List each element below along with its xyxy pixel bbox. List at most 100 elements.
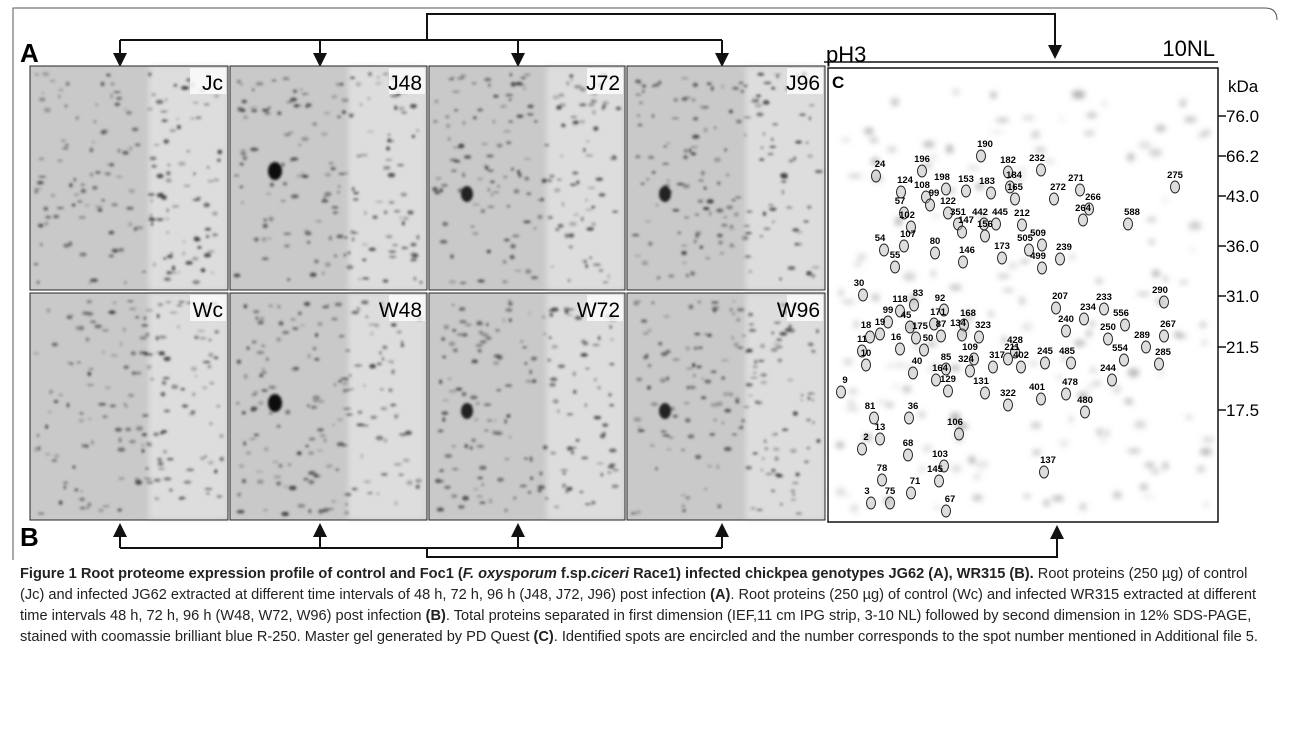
- gel-spot: [693, 346, 699, 350]
- spot-circle: [1010, 345, 1020, 359]
- gel-spot: [717, 504, 722, 509]
- spot-label: 124: [897, 175, 914, 186]
- gel-spot: [779, 331, 788, 336]
- spot-circle: [1075, 183, 1085, 197]
- gel-spot: [442, 417, 446, 422]
- gel-smear: [1071, 90, 1086, 99]
- gel-spot: [643, 332, 649, 335]
- gel-spot: [721, 223, 728, 227]
- gel-spot: [569, 183, 577, 187]
- gel-spot: [568, 245, 573, 249]
- gel-spot: [277, 304, 281, 309]
- gel-spot: [101, 199, 105, 202]
- gel-spot: [301, 174, 309, 178]
- gel-spot: [610, 338, 614, 341]
- mw-unit: kDa: [1228, 77, 1259, 96]
- spot-circle: [1049, 192, 1059, 206]
- gel-spot: [637, 123, 643, 127]
- gel-spot: [635, 79, 641, 84]
- gel-spot: [638, 82, 642, 85]
- gel-spot: [772, 447, 780, 451]
- spot-label: 50: [923, 333, 934, 344]
- gel-spot: [375, 201, 384, 203]
- gel-spot: [581, 259, 586, 263]
- gel-spot: [593, 415, 602, 420]
- gel-label: Wc: [193, 299, 223, 322]
- gel-smear: [927, 368, 937, 372]
- gel-spot: [700, 170, 705, 176]
- gel-spot: [688, 385, 696, 390]
- gel-spot: [567, 278, 571, 282]
- gel-smear: [894, 362, 907, 369]
- spot-circle: [911, 331, 921, 345]
- gel-spot: [692, 134, 700, 139]
- gel-spot: [461, 403, 473, 419]
- gel-spot: [45, 215, 52, 219]
- gel-spot: [340, 82, 344, 86]
- gel-spot: [190, 117, 195, 120]
- gel-spot: [608, 393, 612, 397]
- gel-border: [626, 65, 826, 291]
- gel-label-bg: [787, 68, 823, 94]
- gel-spot: [787, 266, 796, 271]
- gel-spot: [598, 193, 606, 197]
- gel-smear: [1012, 176, 1025, 183]
- gel-spot: [89, 147, 94, 153]
- gel-spot: [142, 414, 149, 417]
- gel-smear: [1151, 269, 1161, 278]
- spot-circle: [980, 229, 990, 243]
- gel-spot: [574, 84, 582, 89]
- gel-spot: [166, 231, 169, 234]
- gel-spot: [754, 98, 760, 102]
- spot-circle: [919, 343, 929, 357]
- gel-spot: [272, 461, 279, 463]
- gel-spot: [788, 324, 792, 330]
- gel-spot: [444, 485, 451, 489]
- gel-spot: [80, 490, 83, 493]
- connectors: [113, 13, 1064, 558]
- gel-spot: [409, 103, 417, 109]
- gel-spot: [348, 374, 352, 377]
- gel-spot: [357, 278, 362, 280]
- gel-spot: [157, 461, 164, 467]
- gel-spot: [612, 210, 619, 213]
- gel-spot: [145, 442, 152, 446]
- gel-smear: [949, 412, 961, 422]
- spot-circle: [908, 366, 918, 380]
- gel-spot: [192, 101, 199, 104]
- gel-spot: [335, 468, 339, 472]
- spot-circle: [1099, 302, 1109, 316]
- gel-spot: [214, 330, 219, 334]
- gel-spot: [141, 324, 149, 327]
- gel-spot: [730, 225, 733, 228]
- gel-spot: [69, 362, 74, 366]
- gel-spot: [750, 507, 756, 510]
- gel-spot: [750, 100, 759, 103]
- gel-smear: [927, 340, 938, 347]
- spot-circle: [1024, 243, 1034, 257]
- gel-spot: [34, 73, 40, 76]
- gel-smear: [1150, 469, 1161, 474]
- gel-smear: [1148, 148, 1163, 157]
- gel-spot: [504, 419, 507, 424]
- gel-spot: [367, 492, 373, 495]
- gel-spot: [192, 257, 199, 261]
- gel-spot: [415, 484, 420, 490]
- gel-spot: [635, 155, 641, 159]
- gel-spot: [239, 162, 244, 166]
- gel-spot: [33, 187, 42, 191]
- gel-spot: [239, 185, 244, 189]
- gel-spot: [711, 301, 719, 304]
- gel-spot: [663, 145, 667, 148]
- gel-spot: [214, 94, 220, 98]
- gel-spot: [170, 252, 173, 255]
- gel-spot: [363, 384, 366, 387]
- gel-spot: [522, 346, 528, 349]
- gel-spot: [459, 320, 467, 324]
- gel-spot: [497, 185, 500, 188]
- gel-spot: [572, 446, 577, 449]
- gel-spot: [286, 100, 293, 103]
- gel-spot: [406, 480, 413, 486]
- gel-spot: [402, 458, 410, 463]
- gel-spot: [749, 394, 752, 397]
